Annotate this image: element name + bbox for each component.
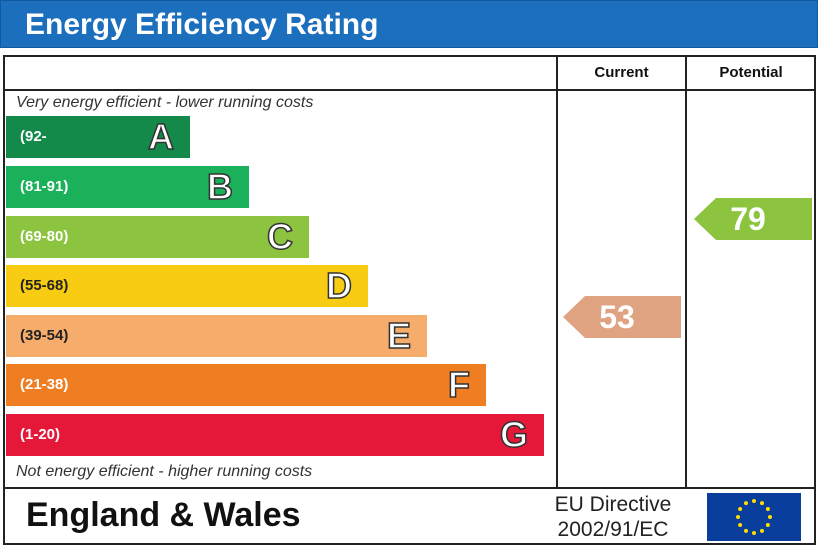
- eu-star-icon: [736, 515, 740, 519]
- eu-star-icon: [752, 499, 756, 503]
- band-f: (21-38) F: [6, 363, 486, 406]
- eu-star-icon: [752, 531, 756, 535]
- band-range-label: (1-20): [20, 426, 61, 443]
- band-letter: F: [447, 363, 471, 406]
- band-a: (92- A: [6, 115, 190, 158]
- eu-star-icon: [760, 528, 764, 533]
- band-range-label: (69-80): [20, 228, 69, 245]
- band-letter: C: [266, 215, 294, 258]
- chart-title: Energy Efficiency Rating: [25, 8, 379, 41]
- potential-column-header: Potential: [719, 64, 783, 81]
- band-range-label: (92-: [20, 128, 47, 145]
- band-range-label: (81-91): [20, 178, 69, 195]
- eu-star-icon: [765, 507, 770, 511]
- band-letter: D: [325, 264, 353, 307]
- potential-column-divider: [685, 55, 687, 489]
- bottom-caption: Not energy efficient - higher running co…: [16, 463, 313, 480]
- rating-frame: [3, 55, 816, 545]
- eu-star-icon: [738, 523, 743, 527]
- top-caption: Very energy efficient - lower running co…: [16, 94, 314, 111]
- eu-star-icon: [760, 501, 764, 506]
- band-c: (69-80) C: [6, 215, 309, 258]
- band-letter: B: [206, 165, 234, 208]
- band-b: (81-91) B: [6, 165, 249, 208]
- current-column-divider: [556, 55, 558, 489]
- band-g: (1-20) G: [6, 413, 544, 456]
- eu-star-icon: [744, 501, 748, 506]
- band-range-label: (39-54): [20, 327, 69, 344]
- potential-rating-arrow: [694, 198, 812, 240]
- eu-directive-line2: 2002/91/EC: [557, 518, 669, 541]
- band-letter: A: [147, 115, 175, 158]
- title-bar: Energy Efficiency Rating: [0, 0, 818, 48]
- eu-star-icon: [738, 507, 743, 511]
- region-label: England & Wales: [26, 496, 301, 534]
- eu-star-icon: [768, 515, 772, 519]
- current-column-header: Current: [594, 64, 649, 81]
- potential-rating-value: 79: [730, 201, 766, 237]
- eu-directive-line1: EU Directive: [554, 493, 672, 516]
- footer-divider: [3, 487, 816, 489]
- eu-directive: EU Directive 2002/91/EC: [528, 492, 698, 542]
- eu-star-icon: [765, 523, 770, 527]
- eu-flag-icon: [707, 493, 801, 541]
- band-letter: E: [386, 314, 412, 357]
- current-rating-value: 53: [599, 299, 635, 335]
- header-divider: [3, 89, 816, 91]
- eu-star-icon: [744, 528, 748, 533]
- band-range-label: (55-68): [20, 277, 69, 294]
- band-letter: G: [499, 413, 529, 456]
- band-e: (39-54) E: [6, 314, 427, 357]
- current-rating-arrow: [563, 296, 681, 338]
- band-range-label: (21-38): [20, 376, 69, 393]
- band-d: (55-68) D: [6, 264, 368, 307]
